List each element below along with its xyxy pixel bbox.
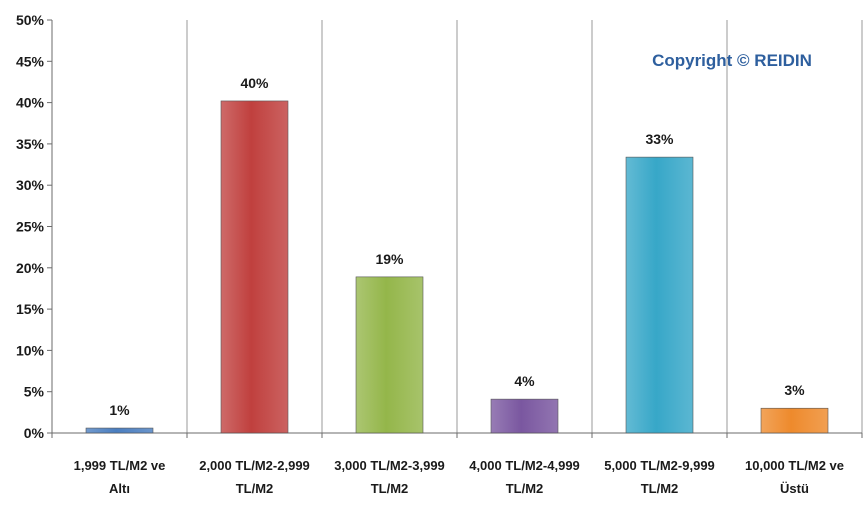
category-label: 10,000 TL/M2 ve	[745, 458, 844, 473]
bar	[220, 100, 289, 434]
grid-lines	[186, 20, 863, 433]
data-label: 33%	[645, 131, 674, 147]
data-label: 19%	[375, 251, 404, 267]
y-tick-labels: 0% 5% 10% 15% 20% 25% 30% 35% 40% 45% 50%	[16, 12, 45, 441]
y-tick-label: 35%	[16, 136, 45, 152]
category-labels: 1,999 TL/M2 ve Altı 2,000 TL/M2-2,999 TL/M2…	[74, 458, 844, 496]
category-label: 3,000 TL/M2-3,999	[334, 458, 445, 473]
bar	[760, 407, 829, 434]
category-label: 2,000 TL/M2-2,999	[199, 458, 310, 473]
y-tick-label: 0%	[24, 425, 45, 441]
category-label: TL/M2	[641, 481, 679, 496]
bar	[490, 398, 559, 434]
axes	[47, 19, 863, 438]
data-label: 3%	[784, 382, 805, 398]
bar	[85, 427, 154, 434]
y-tick-label: 20%	[16, 260, 45, 276]
y-tick-label: 50%	[16, 12, 45, 28]
category-label: 4,000 TL/M2-4,999	[469, 458, 580, 473]
y-tick-label: 30%	[16, 177, 45, 193]
category-label: TL/M2	[506, 481, 544, 496]
y-tick-label: 25%	[16, 219, 45, 235]
data-label: 40%	[240, 75, 269, 91]
copyright-watermark: Copyright © REIDIN	[652, 51, 812, 70]
bars	[85, 100, 829, 434]
y-tick-label: 5%	[24, 384, 45, 400]
category-label: TL/M2	[371, 481, 409, 496]
y-tick-label: 10%	[16, 342, 45, 358]
y-tick-label: 15%	[16, 301, 45, 317]
category-label: 5,000 TL/M2-9,999	[604, 458, 715, 473]
bar	[355, 276, 424, 434]
data-labels: 1% 40% 19% 4% 33% 3%	[109, 75, 805, 418]
data-label: 1%	[109, 402, 130, 418]
category-label: Altı	[109, 481, 130, 496]
category-label: 1,999 TL/M2 ve	[74, 458, 166, 473]
category-label: Üstü	[780, 481, 809, 496]
bar	[625, 156, 694, 434]
category-label: TL/M2	[236, 481, 274, 496]
data-label: 4%	[514, 373, 535, 389]
y-tick-label: 40%	[16, 95, 45, 111]
y-tick-label: 45%	[16, 53, 45, 69]
